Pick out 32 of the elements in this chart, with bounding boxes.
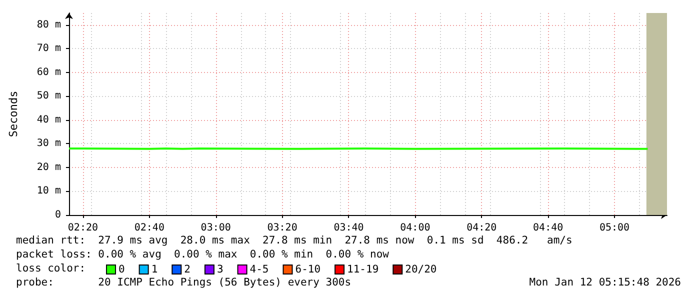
legend-label: 0 xyxy=(118,264,125,276)
x-tick-label: 03:40 xyxy=(334,222,364,234)
x-tick-label: 05:00 xyxy=(599,222,630,234)
x-tick-label: 02:20 xyxy=(68,222,98,234)
x-tick-label: 02:40 xyxy=(134,222,164,234)
y-axis-title: Seconds xyxy=(7,90,20,138)
y-tick-label: 0 xyxy=(54,210,61,220)
y-tick-label: 80 m xyxy=(36,19,61,30)
legend-label: 20/20 xyxy=(405,264,437,276)
text: median rtt: 27.9 ms avg 28.0 ms max 27.8 ms min 27.8 ms now 0.1 ms sd 486.2 am/s xyxy=(16,234,572,246)
legend-title: loss color: xyxy=(16,262,86,274)
x-tick-label: 03:00 xyxy=(200,222,231,234)
legend-label: 11-19 xyxy=(347,264,379,276)
x-tick-label: 04:40 xyxy=(533,222,564,234)
legend-label: 1 xyxy=(151,264,158,276)
x-tick-label: 04:20 xyxy=(466,222,497,234)
y-tick-label: 50 m xyxy=(36,90,61,102)
y-tick-label: 20 m xyxy=(36,162,61,173)
x-tick-label: 03:20 xyxy=(267,222,298,234)
y-tick-label: 10 m xyxy=(36,186,61,197)
y-tick-label: 40 m xyxy=(36,114,61,126)
y-tick-label: 30 m xyxy=(36,138,61,150)
x-tick-label: 04:00 xyxy=(400,222,430,234)
text: Mon Jan 12 05:15:48 2026 xyxy=(529,276,681,288)
text: probe: 20 ICMP Echo Pings (56 Bytes) every 300s xyxy=(16,276,352,288)
y-tick-label: 60 m xyxy=(36,66,61,78)
legend-label: 6-10 xyxy=(295,264,321,276)
y-tick-label: 70 m xyxy=(36,43,61,54)
legend-label: 3 xyxy=(216,264,224,276)
legend-label: 4-5 xyxy=(250,264,269,276)
text: packet loss: 0.00 % avg 0.00 % max 0.00 % min 0.00 % now xyxy=(16,248,390,260)
legend-label: 2 xyxy=(184,264,190,276)
